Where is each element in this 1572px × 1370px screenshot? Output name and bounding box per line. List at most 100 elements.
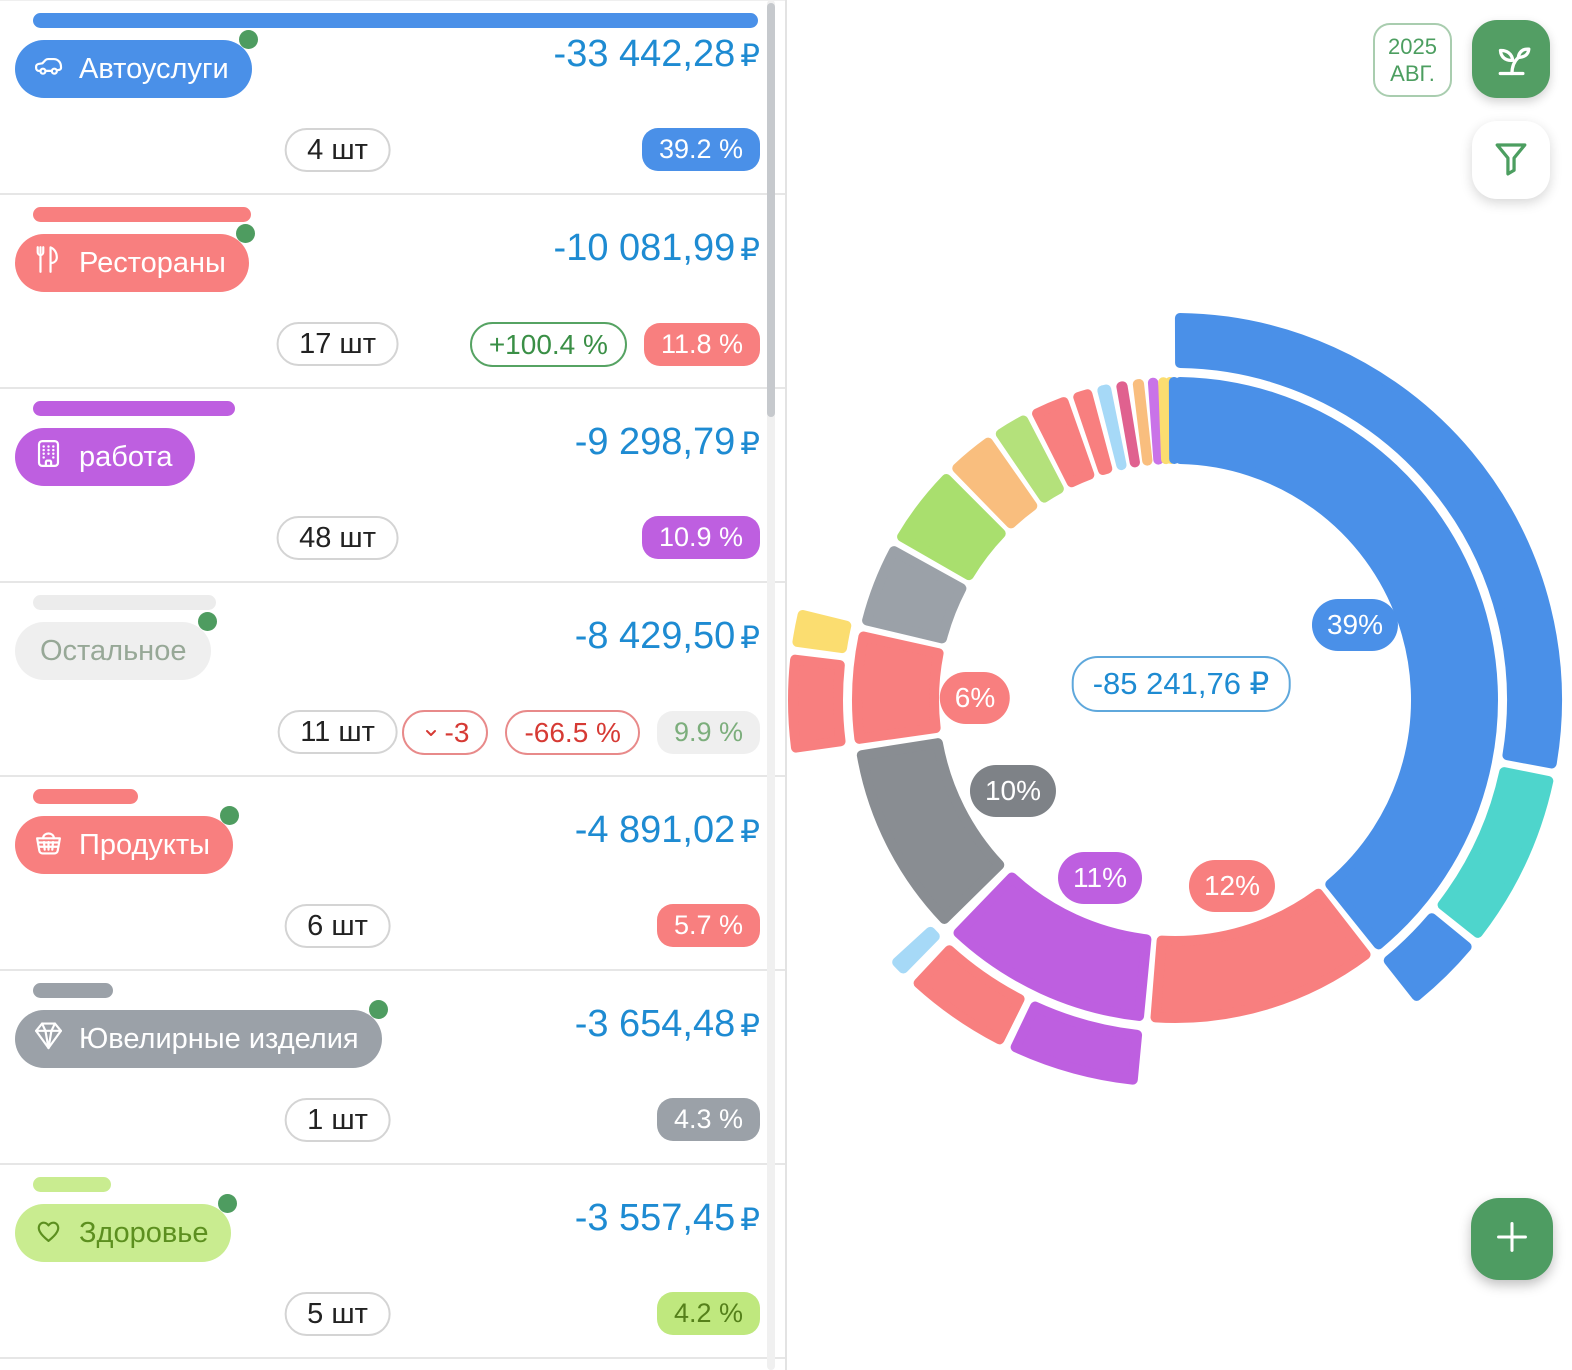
heart-icon xyxy=(31,1212,66,1255)
category-amount: -3 557,45 ₽ xyxy=(574,1197,760,1239)
restaurant-icon xyxy=(31,242,66,285)
add-transaction-button[interactable] xyxy=(1471,1198,1553,1280)
category-pill-restaurants[interactable]: Рестораны xyxy=(15,234,249,292)
segment-outer-other-sub-1[interactable] xyxy=(892,926,940,974)
period-year: 2025 xyxy=(1388,34,1437,59)
budget-dot xyxy=(238,30,258,49)
category-pill-work[interactable]: работа xyxy=(15,428,196,486)
budget-plant-button[interactable] xyxy=(1472,20,1550,98)
transaction-count-pill: 1 шт xyxy=(284,1098,391,1142)
category-percent-pill: 4.2 % xyxy=(656,1292,760,1335)
category-progress-bar xyxy=(33,983,113,998)
category-progress-bar xyxy=(33,1177,111,1192)
segment-inner-jewelry[interactable] xyxy=(862,546,967,644)
category-pill-autoservices[interactable]: Автоуслуги xyxy=(15,40,252,98)
segment-outer-groceries-sub-1[interactable] xyxy=(788,654,846,753)
category-percent-pill: 4.3 % xyxy=(656,1098,760,1141)
budget-dot xyxy=(220,806,240,825)
segment-outer-autoservices-sub-3[interactable] xyxy=(1383,913,1472,1001)
ruble-sign: ₽ xyxy=(740,814,760,849)
segment-inner-restaurants[interactable] xyxy=(1150,888,1371,1023)
transaction-count-pill: 6 шт xyxy=(284,904,391,948)
category-label: Автоуслуги xyxy=(79,52,229,85)
segment-outer-work-sub-1[interactable] xyxy=(1010,1001,1143,1085)
segment-inner-small-4[interactable] xyxy=(1073,389,1113,476)
chevron-down-icon xyxy=(421,723,441,743)
segment-inner-small-6[interactable] xyxy=(1116,381,1140,468)
category-row-autoservices[interactable]: Автоуслуги -33 442,28 ₽ 4 шт 39.2 % xyxy=(0,0,785,195)
category-label: Остальное xyxy=(40,634,187,667)
ruble-sign: ₽ xyxy=(740,426,760,461)
category-row-jewelry[interactable]: Ювелирные изделия -3 654,48 ₽ 1 шт 4.3 % xyxy=(0,971,785,1165)
category-list: Автоуслуги -33 442,28 ₽ 4 шт 39.2 % Рестораны… xyxy=(0,0,787,1370)
chart-panel: 39% 6% 10% 11% 12% -85 241,76 ₽ 2025 АВГ. xyxy=(787,0,1572,1370)
category-pill-health[interactable]: Здоровье xyxy=(15,1204,232,1262)
category-pill-groceries[interactable]: Продукты xyxy=(15,816,234,874)
category-label: Продукты xyxy=(79,828,211,861)
category-percent-pill: 9.9 % xyxy=(656,711,760,754)
category-label: Здоровье xyxy=(79,1216,209,1249)
segment-inner-work[interactable] xyxy=(953,872,1152,1021)
category-row-groceries[interactable]: Продукты -4 891,02 ₽ 6 шт 5.7 % xyxy=(0,777,785,971)
segment-outer-autoservices-sub-1[interactable] xyxy=(1174,313,1563,769)
segment-inner-autoservices[interactable] xyxy=(1174,377,1498,950)
segment-inner-small-7[interactable] xyxy=(1132,379,1153,466)
chart-label-6: 6% xyxy=(939,672,1011,724)
diamond-icon xyxy=(31,1018,66,1061)
category-row-restaurants[interactable]: Рестораны -10 081,99 ₽ 17 шт +100.4 % 11.8 % xyxy=(0,195,785,389)
segment-inner-groceries[interactable] xyxy=(852,631,944,744)
category-row-other[interactable]: Остальное -8 429,50 ₽ 11 шт -3 -66.5 % 9.9 % xyxy=(0,583,785,777)
transaction-count-pill: 48 шт xyxy=(276,516,399,560)
category-percent-pill: 5.7 % xyxy=(656,904,760,947)
ruble-sign: ₽ xyxy=(740,620,760,655)
category-amount: -4 891,02 ₽ xyxy=(574,809,760,851)
segment-outer-work-sub-2[interactable] xyxy=(913,945,1025,1045)
scrollbar-thumb[interactable] xyxy=(767,3,775,417)
category-amount: -3 654,48 ₽ xyxy=(574,1003,760,1045)
segment-inner-health[interactable] xyxy=(897,474,1006,581)
segment-inner-small-8[interactable] xyxy=(1147,377,1164,465)
chart-label-39: 39% xyxy=(1311,599,1399,651)
segment-outer-groceries-sub-2[interactable] xyxy=(792,609,852,654)
sunburst-donut-chart xyxy=(788,313,1563,1085)
delta-badge: -3 xyxy=(401,710,489,755)
category-percent-pill: 10.9 % xyxy=(641,516,760,559)
category-row-health[interactable]: Здоровье -3 557,45 ₽ 5 шт 4.2 % xyxy=(0,1165,785,1359)
category-row-work[interactable]: работа -9 298,79 ₽ 48 шт 10.9 % xyxy=(0,389,785,583)
segment-inner-other[interactable] xyxy=(856,738,1005,924)
category-amount: -9 298,79 ₽ xyxy=(574,421,760,463)
transaction-count-pill: 11 шт xyxy=(277,710,398,754)
category-pill-jewelry[interactable]: Ювелирные изделия xyxy=(15,1010,382,1068)
budget-dot xyxy=(218,1194,238,1213)
segment-inner-small-11[interactable] xyxy=(1168,376,1180,464)
budget-dot xyxy=(198,612,218,631)
segment-outer-autoservices-sub-2[interactable] xyxy=(1437,767,1554,938)
building-icon xyxy=(31,436,66,479)
category-rows: Автоуслуги -33 442,28 ₽ 4 шт 39.2 % Рестораны… xyxy=(0,0,785,1359)
transaction-count-pill: 5 шт xyxy=(284,1292,391,1336)
ruble-sign: ₽ xyxy=(740,232,760,267)
filter-funnel-icon xyxy=(1488,135,1534,186)
category-percent-pill: 11.8 % xyxy=(643,323,760,366)
delta-badge: -66.5 % xyxy=(505,710,640,755)
category-progress-bar xyxy=(33,13,758,28)
ruble-sign: ₽ xyxy=(740,1202,760,1237)
ruble-sign: ₽ xyxy=(740,38,760,73)
segment-inner-small-2[interactable] xyxy=(995,415,1064,503)
chart-label-10: 10% xyxy=(969,765,1057,817)
car-icon xyxy=(31,48,66,91)
segment-inner-small-1[interactable] xyxy=(952,437,1038,529)
segment-inner-small-3[interactable] xyxy=(1032,397,1095,488)
period-selector[interactable]: 2025 АВГ. xyxy=(1373,23,1452,97)
category-label: Рестораны xyxy=(79,246,226,279)
category-pill-other[interactable]: Остальное xyxy=(15,622,212,680)
chart-total-pill: -85 241,76 ₽ xyxy=(1071,656,1291,712)
filter-button[interactable] xyxy=(1472,121,1550,199)
category-amount: -33 442,28 ₽ xyxy=(553,33,760,75)
ruble-sign: ₽ xyxy=(740,1008,760,1043)
plus-icon xyxy=(1489,1214,1535,1265)
segment-inner-small-5[interactable] xyxy=(1097,384,1127,471)
chart-label-11: 11% xyxy=(1058,852,1142,904)
category-label: работа xyxy=(79,440,173,473)
category-amount: -10 081,99 ₽ xyxy=(553,227,760,269)
